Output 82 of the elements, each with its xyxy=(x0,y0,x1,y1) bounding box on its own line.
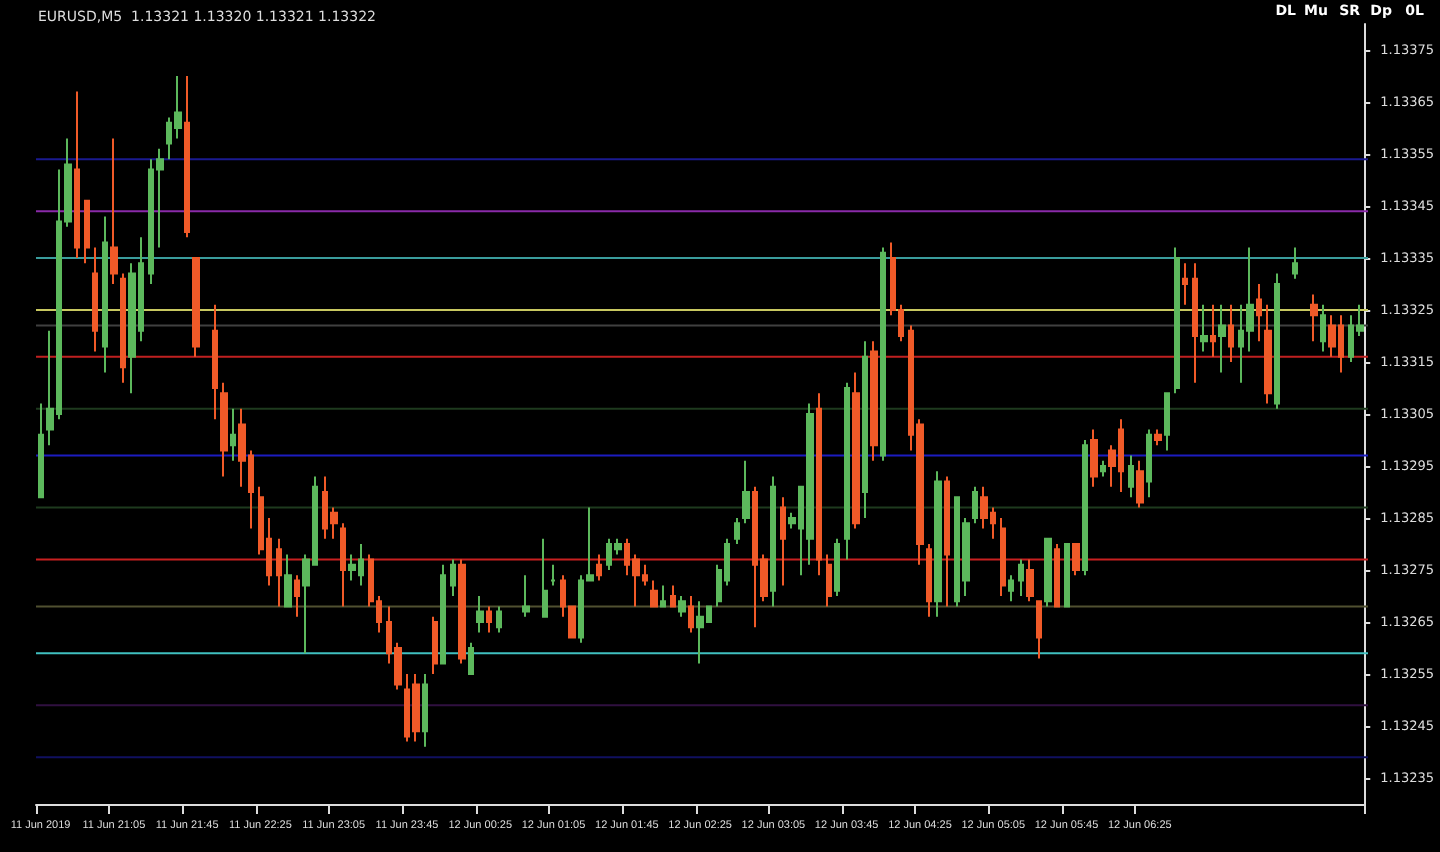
candlestick xyxy=(1036,600,1042,660)
candlestick xyxy=(934,470,942,618)
candlestick xyxy=(826,553,832,608)
candlestick xyxy=(844,381,850,561)
candlestick xyxy=(770,475,776,608)
candlestick xyxy=(816,392,822,577)
candlestick xyxy=(862,340,868,519)
candlestick xyxy=(458,558,466,665)
candlestick xyxy=(1000,517,1006,597)
candlestick xyxy=(1090,428,1098,488)
candlestick xyxy=(230,407,236,462)
candlestick xyxy=(1100,459,1106,478)
candlestick xyxy=(74,90,80,259)
candlestick xyxy=(1146,428,1152,499)
candlestick xyxy=(1200,303,1208,353)
candlestick xyxy=(1174,246,1180,395)
candlestick xyxy=(880,246,886,462)
candlestick xyxy=(1128,454,1134,499)
candlestick xyxy=(1310,293,1318,343)
candlestick xyxy=(294,574,300,618)
candlestick xyxy=(1026,558,1034,603)
candlestick xyxy=(650,579,658,608)
candlestick xyxy=(38,402,44,499)
candlestick xyxy=(468,641,474,675)
candlestick xyxy=(432,615,438,675)
candlestick xyxy=(1192,262,1198,384)
candlestick xyxy=(596,553,602,582)
candlestick xyxy=(284,553,292,608)
candlestick xyxy=(276,537,282,608)
candlestick xyxy=(670,584,676,608)
candlestick xyxy=(660,584,666,608)
candlestick xyxy=(1256,283,1262,343)
candlestick xyxy=(678,595,686,618)
candlestick xyxy=(120,272,126,384)
candlestick xyxy=(1164,392,1170,452)
candlestick xyxy=(110,137,118,285)
candlestick xyxy=(476,595,484,634)
candlestick xyxy=(1210,303,1216,358)
candlestick xyxy=(1054,543,1060,608)
candlestick xyxy=(1072,543,1080,577)
candlestick xyxy=(688,595,694,634)
candlestick xyxy=(212,303,218,421)
candlestick xyxy=(944,475,950,608)
candlestick xyxy=(522,574,530,618)
candlestick xyxy=(1218,303,1226,374)
candlestick xyxy=(422,673,428,748)
candlestick xyxy=(1136,459,1144,509)
candlestick xyxy=(852,371,860,530)
candlestick xyxy=(870,340,878,462)
candlestick xyxy=(1018,558,1024,597)
candlestick xyxy=(550,563,556,587)
candlestick xyxy=(1182,262,1188,306)
candlestick xyxy=(92,246,98,353)
candlestick xyxy=(780,496,786,587)
candlestick xyxy=(542,537,548,618)
candlestick xyxy=(1228,303,1234,363)
candlestick xyxy=(696,600,704,665)
candlestick xyxy=(834,537,840,597)
candlestick xyxy=(184,75,190,239)
candlestick xyxy=(1082,439,1088,577)
candlestick xyxy=(1064,543,1070,608)
candlestick xyxy=(220,381,228,478)
candlestick xyxy=(486,605,492,634)
candlestick xyxy=(742,459,750,525)
candlestick xyxy=(972,485,978,525)
candlestick xyxy=(1320,303,1326,353)
candlestick xyxy=(496,605,502,634)
candlestick xyxy=(1008,574,1014,603)
candlestick xyxy=(1264,303,1272,405)
candlestick xyxy=(926,543,932,618)
candlestick xyxy=(734,517,740,545)
candlestick xyxy=(102,215,108,374)
candlestick xyxy=(1154,428,1162,447)
candlestick xyxy=(1292,246,1298,280)
candlestick xyxy=(84,199,90,265)
candlestick xyxy=(440,563,446,665)
candlestick xyxy=(450,558,456,597)
candlestick xyxy=(192,257,200,358)
candlestick xyxy=(340,522,346,608)
candlestick xyxy=(1274,272,1280,410)
candlestick xyxy=(412,673,420,743)
candlestick xyxy=(1044,537,1052,608)
